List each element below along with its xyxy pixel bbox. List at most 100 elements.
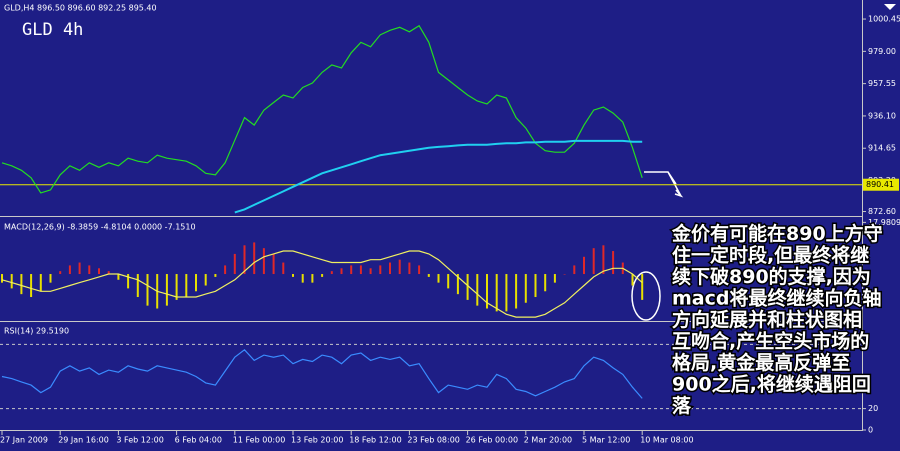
annotation-line: macd将最终继续向负轴 bbox=[672, 287, 881, 310]
histogram-bar bbox=[379, 265, 382, 275]
y-tick-label: 1000.45 bbox=[868, 15, 900, 24]
histogram-bar bbox=[321, 274, 324, 277]
histogram-bar bbox=[437, 274, 440, 283]
histogram-bar bbox=[573, 265, 576, 275]
annotation-line: 住一定时段,但最终将继 bbox=[672, 244, 869, 267]
histogram-bar bbox=[427, 274, 430, 277]
histogram-bar bbox=[282, 262, 285, 275]
histogram-bar bbox=[495, 274, 498, 312]
histogram-bar bbox=[340, 268, 343, 275]
x-tick-label: 6 Feb 04:00 bbox=[175, 436, 222, 445]
y-tick-label: 872.60 bbox=[868, 207, 896, 216]
histogram-bar bbox=[534, 274, 537, 298]
histogram-bar bbox=[456, 274, 459, 295]
moving-average bbox=[234, 139, 643, 214]
histogram-bar bbox=[10, 274, 13, 289]
histogram-bar bbox=[631, 274, 634, 286]
annotation-line: 金价有可能在890上方守 bbox=[671, 222, 883, 245]
histogram-bar bbox=[408, 262, 411, 275]
x-tick-label: 13 Feb 20:00 bbox=[291, 436, 343, 445]
histogram-bar bbox=[59, 271, 62, 275]
histogram-bar bbox=[330, 271, 333, 275]
histogram-bar bbox=[272, 253, 275, 275]
x-tick-label: 3 Feb 12:00 bbox=[116, 436, 163, 445]
annotation-line: 900之后,将继续遇阻回 bbox=[672, 373, 871, 396]
annotation-line: 格局,黄金最高反弹至 bbox=[672, 351, 850, 374]
y-tick-label: 17.9809 bbox=[868, 218, 900, 227]
histogram-bar bbox=[253, 242, 256, 275]
histogram-bar bbox=[204, 274, 207, 286]
histogram-bar bbox=[350, 265, 353, 275]
macd-header: MACD(12,26,9) -8.3859 -4.8104 0.0000 -7.… bbox=[4, 223, 196, 232]
histogram-bar bbox=[185, 274, 188, 298]
histogram-bar bbox=[1, 274, 3, 283]
histogram-bar bbox=[49, 274, 52, 283]
histogram-bar bbox=[476, 274, 479, 306]
x-tick-label: 5 Mar 12:00 bbox=[582, 436, 630, 445]
histogram-bar bbox=[107, 271, 110, 275]
histogram-bar bbox=[146, 274, 149, 306]
x-tick-label: 27 Jan 2009 bbox=[0, 436, 48, 445]
histogram-bar bbox=[175, 274, 178, 300]
histogram-bar bbox=[30, 274, 33, 298]
price-label-box bbox=[863, 178, 899, 191]
histogram-bar bbox=[165, 274, 168, 306]
histogram-bar bbox=[563, 274, 566, 275]
histogram-bar bbox=[214, 274, 217, 277]
y-tick-label: 936.10 bbox=[868, 111, 896, 120]
histogram-bar bbox=[553, 274, 556, 283]
x-tick-label: 11 Feb 00:00 bbox=[233, 436, 285, 445]
histogram-bar bbox=[369, 268, 372, 275]
price-line bbox=[1, 348, 643, 399]
annotation-line: 方向延展并和柱状图相 bbox=[672, 308, 862, 331]
histogram-bar bbox=[524, 274, 527, 303]
histogram-bar bbox=[292, 274, 294, 277]
histogram-bar bbox=[486, 274, 488, 309]
signal-line bbox=[1, 250, 643, 318]
histogram-bar bbox=[262, 248, 265, 275]
histogram-bar bbox=[98, 268, 100, 275]
histogram-bar bbox=[505, 274, 508, 312]
y-tick-label: 979.00 bbox=[868, 47, 896, 56]
histogram-bar bbox=[20, 274, 23, 295]
histogram-bar bbox=[224, 265, 227, 275]
histogram-bar bbox=[301, 274, 304, 283]
histogram-bar bbox=[612, 251, 615, 275]
highlight-ellipse bbox=[631, 271, 661, 321]
x-tick-label: 23 Feb 08:00 bbox=[407, 436, 459, 445]
histogram-bar bbox=[447, 274, 450, 289]
histogram-bar bbox=[117, 274, 120, 280]
histogram-bar bbox=[136, 274, 139, 298]
histogram-bar bbox=[233, 253, 236, 275]
histogram-bar bbox=[398, 259, 401, 275]
histogram-bar bbox=[195, 274, 197, 292]
scroll-marker[interactable] bbox=[884, 4, 896, 10]
histogram-bar bbox=[602, 245, 605, 275]
histogram-bar bbox=[39, 274, 42, 292]
histogram-bar bbox=[78, 262, 81, 275]
x-tick-label: 29 Jan 16:00 bbox=[58, 436, 109, 445]
trend-arrow bbox=[644, 171, 684, 198]
histogram-bar bbox=[311, 274, 314, 283]
price-header: GLD,H4 896.50 896.60 892.25 895.40 bbox=[4, 4, 157, 13]
y-tick-label: 20 bbox=[868, 404, 878, 413]
rsi-header: RSI(14) 29.5190 bbox=[4, 327, 69, 336]
x-tick-label: 26 Feb 00:00 bbox=[466, 436, 518, 445]
histogram-bar bbox=[544, 274, 547, 292]
x-tick-label: 2 Mar 20:00 bbox=[524, 436, 572, 445]
x-tick-label: 18 Feb 12:00 bbox=[349, 436, 401, 445]
histogram-bar bbox=[418, 265, 421, 275]
histogram-bar bbox=[127, 274, 130, 289]
histogram-bar bbox=[359, 265, 362, 275]
annotation-line: 续下破890的支撑,因为 bbox=[672, 265, 871, 288]
panel-frames bbox=[0, 0, 863, 431]
histogram-bar bbox=[515, 274, 518, 309]
price-label: 890.41 bbox=[866, 180, 894, 189]
histogram-bar bbox=[68, 265, 71, 275]
y-tick-label: 0 bbox=[868, 426, 873, 435]
x-tick-label: 10 Mar 08:00 bbox=[640, 436, 693, 445]
histogram-bar bbox=[243, 245, 246, 275]
annotation-line: 落 bbox=[672, 394, 692, 417]
